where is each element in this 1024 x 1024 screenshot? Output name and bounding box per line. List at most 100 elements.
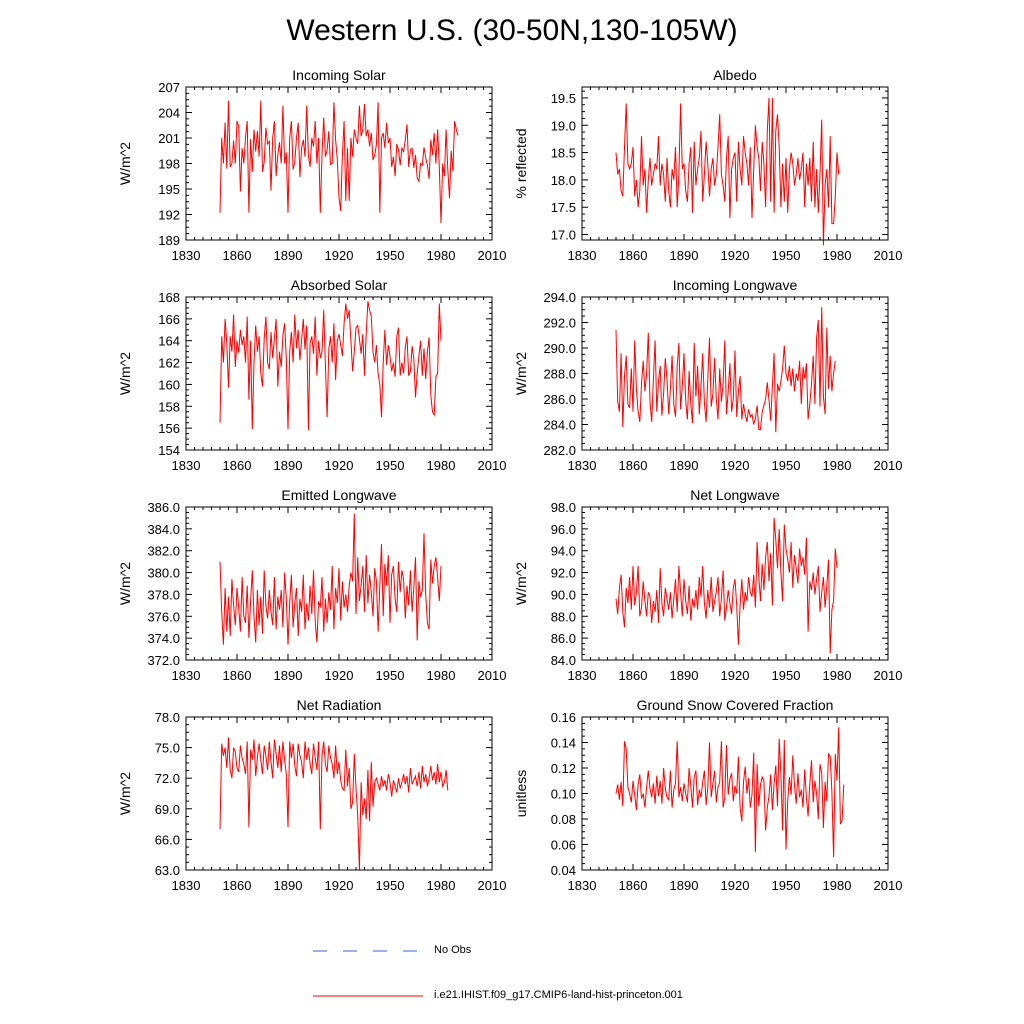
y-tick-label: 66.0 [155, 832, 180, 847]
y-tick-label: 0.04 [551, 863, 576, 878]
y-tick-label: 154 [158, 443, 180, 458]
y-tick-label: 372.0 [147, 653, 180, 668]
y-axis-label: W/m^2 [117, 772, 133, 815]
y-tick-label: 0.06 [551, 838, 576, 853]
x-tick-label: 1830 [172, 248, 201, 263]
x-tick-label: 1920 [325, 248, 354, 263]
y-tick-label: 374.0 [147, 631, 180, 646]
chart-panel-6: Net Longwave W/m^2 1830 1860 1890 1920 1950 198… [513, 487, 902, 683]
x-tick-label: 1860 [223, 458, 252, 473]
panel-title: Absorbed Solar [291, 277, 388, 293]
x-tick-label: 1830 [568, 668, 597, 683]
y-axis-label: W/m^2 [117, 562, 133, 605]
y-tick-label: 158 [158, 399, 180, 414]
x-tick-label: 1950 [376, 878, 405, 893]
y-tick-label: 17.5 [551, 200, 576, 215]
y-tick-label: 288.0 [543, 367, 576, 382]
y-tick-label: 69.0 [155, 802, 180, 817]
y-axis-label: W/m^2 [117, 352, 133, 395]
x-tick-label: 1890 [670, 458, 699, 473]
y-tick-label: 192 [158, 208, 180, 223]
chart-panel-7: Net Radiation W/m^2 1830 1860 1890 1920 1950 19… [117, 697, 506, 893]
y-tick-label: 63.0 [155, 863, 180, 878]
x-tick-label: 1920 [325, 458, 354, 473]
x-tick-label: 1920 [721, 248, 750, 263]
series-line [219, 100, 459, 224]
x-tick-label: 2010 [874, 878, 903, 893]
x-tick-label: 1920 [721, 458, 750, 473]
y-tick-label: 384.0 [147, 522, 180, 537]
panel-title: Incoming Solar [292, 67, 386, 83]
y-axis-label: unitless [513, 770, 529, 817]
x-tick-label: 2010 [478, 458, 507, 473]
y-tick-label: 88.0 [551, 609, 576, 624]
y-axis-label: % reflected [513, 128, 529, 198]
chart-panel-1: Incoming Solar W/m^2 1830 1860 1890 1920 1950 1… [117, 67, 506, 263]
y-tick-label: 19.0 [551, 118, 576, 133]
x-tick-label: 1980 [823, 248, 852, 263]
y-tick-label: 156 [158, 421, 180, 436]
y-tick-label: 290.0 [543, 341, 576, 356]
x-tick-label: 1860 [619, 668, 648, 683]
y-tick-label: 201 [158, 131, 180, 146]
chart-panel-4: Incoming Longwave W/m^2 1830 1860 1890 1920 19… [513, 277, 902, 473]
plot-frame [185, 296, 493, 451]
y-tick-label: 382.0 [147, 544, 180, 559]
series-line [219, 737, 449, 871]
series-line [615, 307, 836, 433]
series-line [615, 727, 845, 858]
x-tick-label: 1980 [427, 878, 456, 893]
y-tick-label: 0.10 [551, 787, 576, 802]
x-tick-label: 1980 [823, 878, 852, 893]
chart-panel-8: Ground Snow Covered Fraction unitless 1830… [513, 697, 902, 893]
plot-frame [185, 716, 493, 871]
x-tick-label: 1950 [376, 248, 405, 263]
y-tick-label: 0.12 [551, 761, 576, 776]
x-tick-label: 1950 [376, 668, 405, 683]
x-tick-label: 1830 [568, 248, 597, 263]
y-tick-label: 19.5 [551, 91, 576, 106]
x-tick-label: 1860 [619, 458, 648, 473]
plot-frame [581, 296, 889, 451]
y-tick-label: 198 [158, 157, 180, 172]
chart-panel-3: Absorbed Solar W/m^2 1830 1860 1890 1920 1950 1… [117, 277, 506, 473]
plot-frame [581, 716, 889, 871]
y-tick-label: 0.08 [551, 812, 576, 827]
x-tick-label: 1890 [670, 248, 699, 263]
x-tick-label: 2010 [478, 668, 507, 683]
y-tick-label: 72.0 [155, 771, 180, 786]
series-line [615, 97, 840, 246]
y-tick-label: 86.0 [551, 631, 576, 646]
page-title: Western U.S. (30-50N,130-105W) [286, 14, 738, 47]
x-tick-label: 1890 [274, 458, 303, 473]
x-tick-label: 1920 [721, 668, 750, 683]
series-line [219, 301, 442, 431]
y-tick-label: 84.0 [551, 653, 576, 668]
y-tick-label: 96.0 [551, 522, 576, 537]
panel-title: Albedo [713, 67, 757, 83]
x-tick-label: 1920 [325, 668, 354, 683]
x-tick-label: 1890 [274, 878, 303, 893]
x-tick-label: 1950 [376, 458, 405, 473]
x-tick-label: 1830 [568, 878, 597, 893]
y-tick-label: 92.0 [551, 566, 576, 581]
y-tick-label: 292.0 [543, 316, 576, 331]
x-tick-label: 1860 [223, 668, 252, 683]
y-tick-label: 294.0 [543, 290, 576, 305]
x-tick-label: 1890 [274, 668, 303, 683]
x-tick-label: 1950 [772, 248, 801, 263]
x-tick-label: 1950 [772, 878, 801, 893]
x-tick-label: 2010 [874, 248, 903, 263]
x-tick-label: 1860 [223, 878, 252, 893]
panel-title: Incoming Longwave [673, 277, 798, 293]
x-tick-label: 2010 [478, 248, 507, 263]
y-tick-label: 166 [158, 312, 180, 327]
x-tick-label: 1980 [427, 668, 456, 683]
y-tick-label: 195 [158, 182, 180, 197]
y-tick-label: 0.14 [551, 736, 576, 751]
x-tick-label: 1830 [172, 458, 201, 473]
panel-title: Ground Snow Covered Fraction [637, 697, 834, 713]
y-tick-label: 18.5 [551, 146, 576, 161]
x-tick-label: 1830 [172, 878, 201, 893]
